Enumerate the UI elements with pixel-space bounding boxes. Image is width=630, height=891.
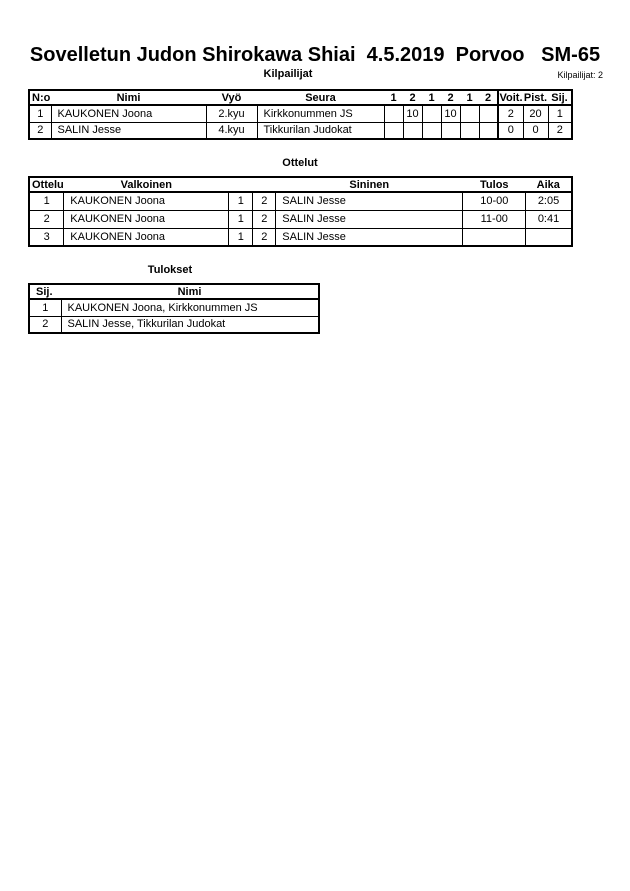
- cell-seura: Tikkurilan Judokat: [256, 121, 385, 140]
- cell-sij: 2: [547, 121, 573, 140]
- col-header-score-2: 2: [403, 90, 422, 106]
- results-table: Sij. Nimi 1 KAUKONEN Joona, Kirkkonummen…: [28, 283, 320, 334]
- col-header-aika: Aika: [525, 177, 572, 193]
- cell-vyo: 4.kyu: [205, 121, 258, 140]
- cell-name-club: SALIN Jesse, Tikkurilan Judokat: [60, 315, 320, 334]
- cell-flag-2: 2: [252, 209, 277, 229]
- cell-time: 0:41: [525, 209, 573, 229]
- table-header-row: N:o Nimi Vyö Seura 1 2 1 2 1 2 Voit. Pis…: [29, 90, 572, 106]
- col-header-pist: Pist.: [523, 90, 548, 106]
- cell-time: 2:05: [525, 191, 573, 211]
- col-header-seura: Seura: [257, 90, 384, 106]
- table-row: 3 KAUKONEN Joona 1 2 SALIN Jesse: [28, 227, 573, 247]
- cell-white-player: KAUKONEN Joona: [63, 191, 230, 211]
- col-header-score-4: 2: [441, 90, 460, 106]
- matches-table: Ottelu Valkoinen Sininen Tulos Aika 1 KA…: [28, 176, 573, 247]
- cell-place: 1: [28, 298, 62, 317]
- results-section-heading: Tulokset: [147, 264, 193, 276]
- cell-score: [440, 121, 461, 140]
- page-title: Sovelletun Judon Shirokawa Shiai 4.5.201…: [29, 44, 601, 66]
- cell-score: [459, 104, 480, 123]
- cell-blue-player: SALIN Jesse: [275, 227, 464, 247]
- table-row: 2 SALIN Jesse, Tikkurilan Judokat: [28, 315, 320, 334]
- col-header-voit: Voit.: [497, 90, 523, 106]
- cell-score: [478, 121, 499, 140]
- col-header-no: N:o: [29, 90, 51, 106]
- table-header-row: Ottelu Valkoinen Sininen Tulos Aika: [29, 177, 572, 193]
- col-header-sij: Sij.: [548, 90, 572, 106]
- table-row: 1 KAUKONEN Joona 1 2 SALIN Jesse 10-00 2…: [28, 191, 573, 211]
- cell-pist: 0: [522, 121, 549, 140]
- col-header-tulos: Tulos: [462, 177, 526, 193]
- cell-no: 1: [28, 104, 52, 123]
- cell-blue-player: SALIN Jesse: [275, 191, 464, 211]
- cell-vyo: 2.kyu: [205, 104, 258, 123]
- cell-flag-2: 2: [252, 191, 277, 211]
- cell-time: [525, 227, 573, 247]
- cell-match-no: 1: [28, 191, 65, 211]
- cell-flag-1: 1: [228, 191, 254, 211]
- table-row: 1 KAUKONEN Joona, Kirkkonummen JS: [28, 298, 320, 317]
- competitors-table: N:o Nimi Vyö Seura 1 2 1 2 1 2 Voit. Pis…: [28, 89, 573, 140]
- cell-voit: 0: [497, 121, 524, 140]
- cell-nimi: SALIN Jesse: [50, 121, 207, 140]
- cell-no: 2: [28, 121, 52, 140]
- matches-section-heading: Ottelut: [282, 157, 318, 169]
- col-header-valkoinen: Valkoinen: [63, 177, 229, 193]
- col-header-blank: [252, 177, 276, 193]
- table-header-row: Sij. Nimi: [29, 284, 319, 300]
- cell-white-player: KAUKONEN Joona: [63, 209, 230, 229]
- col-header-nimi: Nimi: [61, 284, 319, 300]
- cell-score: 10: [440, 104, 461, 123]
- cell-flag-2: 2: [252, 227, 277, 247]
- competitors-section-heading: Kilpailijat: [263, 68, 313, 80]
- col-header-vyo: Vyö: [206, 90, 257, 106]
- cell-result: 10-00: [462, 191, 527, 211]
- cell-white-player: KAUKONEN Joona: [63, 227, 230, 247]
- cell-score: [478, 104, 499, 123]
- cell-seura: Kirkkonummen JS: [256, 104, 385, 123]
- cell-score: [383, 104, 404, 123]
- col-header-score-3: 1: [422, 90, 441, 106]
- cell-blue-player: SALIN Jesse: [275, 209, 464, 229]
- cell-place: 2: [28, 315, 62, 334]
- cell-flag-1: 1: [228, 227, 254, 247]
- cell-score: [459, 121, 480, 140]
- cell-score: [421, 104, 442, 123]
- cell-name-club: KAUKONEN Joona, Kirkkonummen JS: [60, 298, 320, 317]
- cell-score: [383, 121, 404, 140]
- cell-match-no: 2: [28, 209, 65, 229]
- col-header-sij: Sij.: [29, 284, 61, 300]
- competitor-count-label: Kilpailijat: 2: [557, 70, 603, 80]
- col-header-ottelu: Ottelu: [29, 177, 64, 193]
- cell-flag-1: 1: [228, 209, 254, 229]
- col-header-score-5: 1: [460, 90, 479, 106]
- cell-result: [462, 227, 527, 247]
- col-header-sininen: Sininen: [275, 177, 463, 193]
- cell-score: [402, 121, 423, 140]
- table-row: 2 SALIN Jesse 4.kyu Tikkurilan Judokat 0…: [28, 121, 573, 140]
- col-header-score-1: 1: [384, 90, 403, 106]
- cell-sij: 1: [547, 104, 573, 123]
- col-header-nimi: Nimi: [51, 90, 206, 106]
- cell-result: 11-00: [462, 209, 527, 229]
- col-header-blank: [228, 177, 253, 193]
- cell-score: [421, 121, 442, 140]
- table-row: 1 KAUKONEN Joona 2.kyu Kirkkonummen JS 1…: [28, 104, 573, 123]
- cell-score: 10: [402, 104, 423, 123]
- cell-nimi: KAUKONEN Joona: [50, 104, 207, 123]
- cell-match-no: 3: [28, 227, 65, 247]
- cell-pist: 20: [522, 104, 549, 123]
- cell-voit: 2: [497, 104, 524, 123]
- col-header-score-6: 2: [479, 90, 498, 106]
- table-row: 2 KAUKONEN Joona 1 2 SALIN Jesse 11-00 0…: [28, 209, 573, 229]
